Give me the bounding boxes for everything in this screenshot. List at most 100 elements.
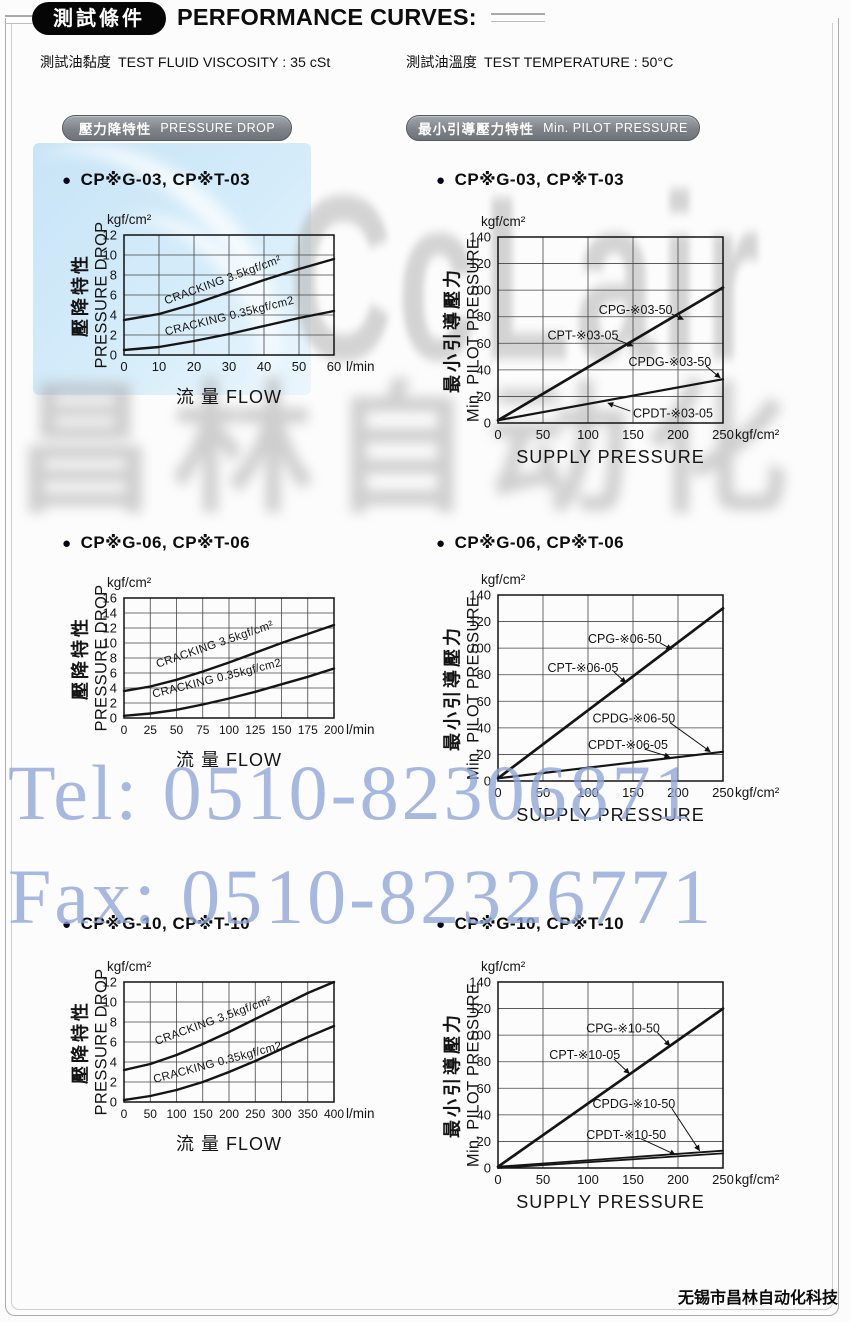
y-tick-label: 60 — [477, 694, 491, 709]
y-tick-label: 140 — [469, 975, 491, 990]
y-tick-label: 140 — [469, 230, 491, 245]
x-tick-label: 30 — [222, 359, 236, 374]
badge-label-en: PRESSURE DROP — [160, 121, 276, 135]
x-tick-label: 0 — [494, 785, 501, 800]
condition-value: TEST FLUID VISCOSITY : 35 cSt — [117, 55, 331, 71]
series-label: CPDG-※03-50 — [629, 355, 712, 369]
section-badge-pressure-drop: 壓力降特性 PRESSURE DROP — [62, 115, 292, 141]
x-axis-unit: l/min — [346, 722, 375, 737]
label-leader-line — [613, 1058, 630, 1075]
y-tick-label: 40 — [477, 362, 491, 377]
x-tick-label: 150 — [622, 785, 644, 800]
x-tick-label: 0 — [494, 427, 501, 442]
x-tick-label: 40 — [257, 359, 271, 374]
label-leader-line — [669, 722, 711, 753]
x-tick-label: 150 — [271, 723, 291, 737]
y-tick-label: 120 — [469, 1001, 491, 1016]
series-line — [497, 1149, 724, 1168]
series-line — [496, 1007, 725, 1169]
footer-company-name: 无锡市昌林自动化科技 — [677, 1290, 838, 1307]
x-tick-label: 100 — [577, 427, 599, 442]
x-tick-label: 50 — [536, 1172, 550, 1187]
x-tick-label: 250 — [712, 785, 734, 800]
x-axis-label: 流 量 FLOW — [176, 1134, 282, 1154]
x-tick-label: 50 — [170, 723, 184, 737]
y-tick-label: 8 — [110, 1015, 117, 1030]
chart-svg-pp-03: kgf/cm² 0 20 40 60 80 100 120 140 0 50 100 150 200 250… — [469, 214, 779, 442]
header-badge: 測試條件 — [32, 2, 166, 35]
condition-label-cn: 測試油黏度 — [40, 55, 111, 71]
x-tick-label: 0 — [120, 359, 127, 374]
watermark-logo-chinese: 昌林自动化 — [14, 371, 804, 530]
y-tick-label: 0 — [484, 774, 491, 789]
series-line — [122, 1024, 336, 1102]
chart-title-pd-03: ● CP※G-03, CP※T-03 — [62, 170, 250, 190]
series-label: CPT-※03-05 — [548, 328, 619, 342]
y-tick-label: 20 — [477, 1134, 491, 1149]
bullet-icon: ● — [436, 535, 446, 552]
header-rule-right — [491, 13, 545, 22]
y-tick-label: 100 — [469, 1028, 491, 1043]
y-axis-unit: kgf/cm² — [107, 959, 152, 974]
bullet-icon: ● — [62, 172, 72, 189]
y-tick-label: 4 — [110, 681, 117, 696]
series-label: CPDT-※10-50 — [586, 1128, 666, 1142]
page-frame-outer — [5, 18, 839, 1316]
y-tick-label: 2 — [110, 1075, 117, 1090]
y-tick-label: 12 — [103, 975, 117, 990]
y-tick-label: 0 — [110, 711, 117, 726]
series-label: CPG-※03-50 — [599, 303, 673, 317]
series-line — [496, 750, 725, 780]
x-tick-label: 200 — [667, 427, 689, 442]
label-leader-line — [615, 338, 634, 347]
series-line — [496, 378, 725, 422]
series-label: CPG-※10-50 — [586, 1022, 660, 1036]
x-tick-label: 75 — [196, 723, 210, 737]
y-tick-label: 80 — [477, 309, 491, 324]
y-tick-label: 4 — [110, 1055, 117, 1070]
label-leader-line — [640, 1138, 676, 1156]
x-tick-label: 150 — [622, 427, 644, 442]
chart-title-text: CP※G-03, CP※T-03 — [80, 170, 251, 189]
badge-label-en: Min. PILOT PRESSURE — [543, 121, 688, 135]
x-tick-label: 0 — [121, 1107, 128, 1121]
label-leader-line — [705, 365, 721, 379]
x-tick-label: 50 — [292, 359, 306, 374]
chart-svg-pp-06: kgf/cm² 0 20 40 60 80 100 120 140 0 50 100 150 200 250… — [469, 572, 779, 800]
label-leader-line — [644, 748, 671, 759]
chart-title-pp-10: ● CP※G-10, CP※T-10 — [436, 914, 624, 934]
series-line — [122, 623, 336, 693]
y-tick-label: 60 — [477, 336, 491, 351]
y-tick-label: 16 — [103, 591, 117, 606]
series-label: CPDT-※06-05 — [588, 738, 668, 752]
bullet-icon: ● — [62, 916, 72, 933]
watermark-blue-swoosh — [33, 143, 311, 395]
x-axis-unit: kgf/cm² — [735, 1172, 780, 1187]
x-tick-label: 175 — [298, 723, 318, 737]
label-leader-line — [659, 642, 673, 650]
x-axis-label: 流 量 FLOW — [176, 750, 282, 770]
y-tick-label: 12 — [103, 621, 117, 636]
header-rule-left — [5, 15, 34, 24]
x-tick-label: 150 — [193, 1107, 213, 1121]
chart-pd-06: ● CP※G-06, CP※T-06 壓降特性 PRESSURE DROP kgf/cm… — [62, 533, 378, 778]
y-tick-label: 6 — [110, 666, 117, 681]
y-tick-label: 20 — [477, 747, 491, 762]
y-tick-label: 0 — [110, 1095, 117, 1110]
x-tick-label: 100 — [577, 785, 599, 800]
page-frame-inner — [11, 23, 833, 1310]
series-label: CPDG-※10-50 — [593, 1097, 676, 1111]
y-tick-label: 10 — [103, 248, 117, 263]
series-line — [496, 286, 725, 422]
x-axis-label: SUPPLY PRESSURE — [516, 1192, 705, 1212]
label-leader-line — [613, 671, 627, 684]
chart-title-text: CP※G-06, CP※T-06 — [454, 533, 625, 552]
badge-label-cn: 最小引導壓力特性 — [418, 122, 535, 137]
label-leader-line — [671, 313, 684, 320]
x-tick-label: 200 — [219, 1107, 239, 1121]
x-axis-label: SUPPLY PRESSURE — [516, 447, 705, 467]
y-tick-label: 0 — [484, 1161, 491, 1176]
y-axis-unit: kgf/cm² — [107, 212, 152, 227]
